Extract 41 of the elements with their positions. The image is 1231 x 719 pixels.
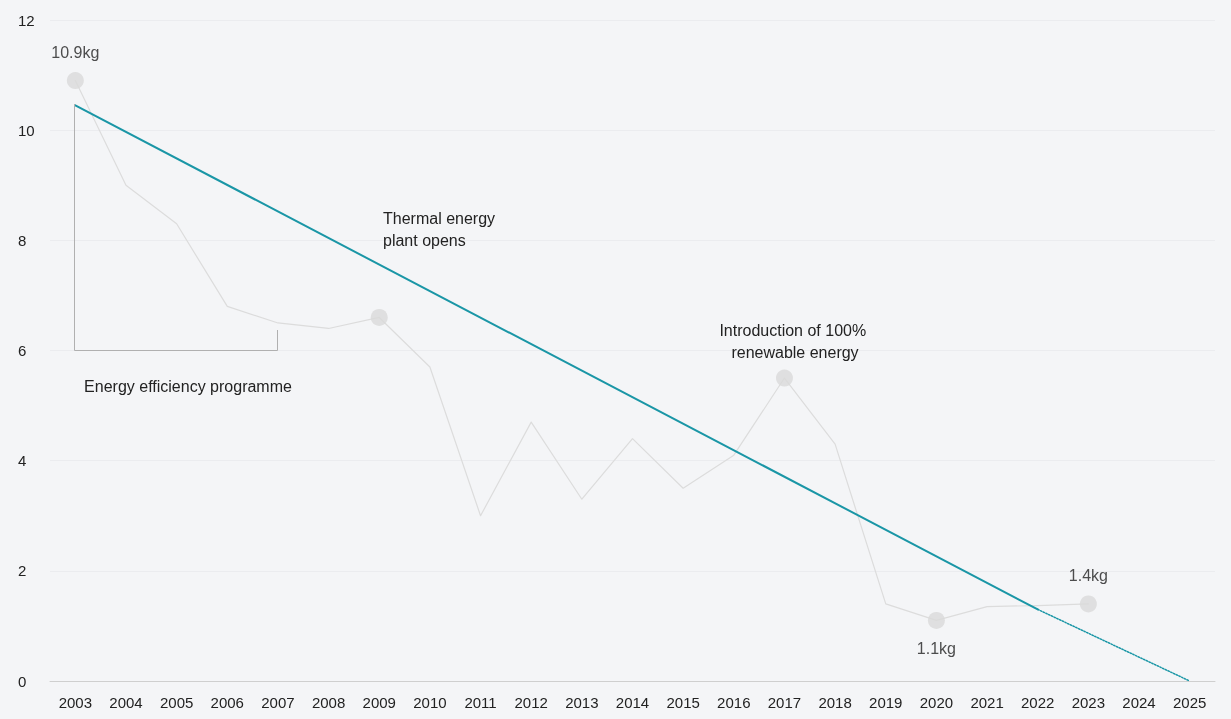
y-tick-label: 6: [18, 342, 27, 359]
x-tick-label: 2005: [159, 694, 194, 711]
data-label: 1.1kg: [916, 640, 956, 658]
data-label: 10.9kg: [51, 43, 100, 61]
x-tick-label: 2012: [514, 694, 548, 711]
x-tick-label: 2003: [58, 694, 93, 711]
y-tick-label: 8: [18, 231, 27, 249]
x-tick-label: 2008: [311, 694, 346, 711]
x-tick-label: 2025: [1172, 694, 1207, 711]
x-tick-label: 2016: [717, 694, 751, 711]
x-tick-label: 2013: [565, 694, 599, 711]
x-tick-label: 2021: [970, 694, 1004, 711]
x-tick-label: 2010: [413, 694, 447, 711]
x-tick-label: 2015: [666, 694, 700, 711]
y-tick-label: 2: [18, 562, 27, 580]
x-tick-label: 2019: [869, 694, 903, 711]
point: [775, 369, 793, 387]
point: [66, 72, 84, 90]
x-tick-label: 2006: [210, 694, 244, 711]
y-tick-label: 10: [18, 121, 35, 139]
x-tick-label: 2014: [615, 694, 650, 711]
x-tick-label: 2022: [1021, 694, 1055, 711]
x-tick-label: 2018: [818, 694, 852, 711]
x-tick-label: 2007: [261, 694, 295, 711]
annotation: Introduction of 100% renewable energy: [719, 321, 871, 361]
x-tick-label: 2020: [919, 694, 954, 711]
annotation: Thermal energy plant opens: [383, 209, 500, 249]
x-tick-label: 2024: [1122, 694, 1156, 711]
x-tick-label: 2009: [362, 694, 396, 711]
data-label: 1.4kg: [1068, 566, 1108, 584]
x-tick-label: 2023: [1071, 694, 1106, 711]
y-tick-label: 12: [18, 11, 35, 29]
point: [1079, 595, 1097, 613]
x-tick-label: 2011: [464, 694, 497, 711]
y-tick-label: 0: [18, 672, 27, 690]
x-tick-label: 2017: [767, 694, 802, 711]
point: [927, 611, 945, 629]
x-tick-label: 2004: [109, 694, 143, 711]
annotation: Energy efficiency programme: [84, 377, 292, 395]
y-tick-label: 4: [18, 452, 27, 470]
point: [370, 308, 388, 326]
